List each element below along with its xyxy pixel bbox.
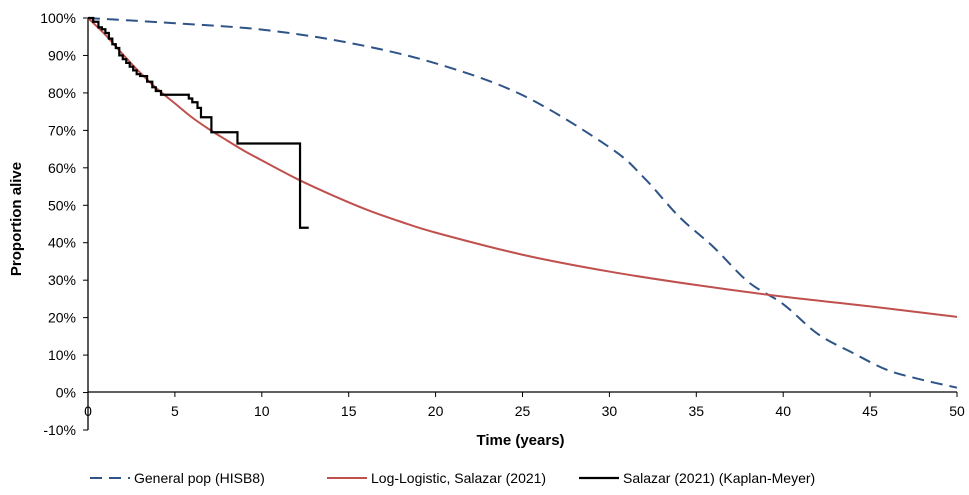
x-tick-label: 5 bbox=[171, 403, 179, 419]
y-tick-label: 0% bbox=[56, 385, 76, 401]
series-layer bbox=[87, 16, 958, 389]
x-axis-ticks: 05101520253035404550 bbox=[84, 392, 965, 419]
series-line-1 bbox=[87, 17, 958, 318]
x-tick-label: 45 bbox=[862, 403, 878, 419]
legend-label: General pop (HISB8) bbox=[134, 470, 265, 486]
x-tick-label: 35 bbox=[689, 403, 705, 419]
y-tick-label: 90% bbox=[48, 47, 76, 63]
x-tick-label: 25 bbox=[515, 403, 531, 419]
y-tick-label: 50% bbox=[48, 197, 76, 213]
y-tick-label: 10% bbox=[48, 347, 76, 363]
legend-label: Log-Logistic, Salazar (2021) bbox=[371, 470, 546, 486]
x-axis-title: Time (years) bbox=[476, 432, 564, 449]
y-tick-label: 20% bbox=[48, 310, 76, 326]
legend-label: Salazar (2021) (Kaplan-Meyer) bbox=[623, 470, 815, 486]
y-axis-ticks: -10% 0% 10% 20% 30% 40% 50% 60% 70% 80% 90% 100% bbox=[40, 10, 88, 438]
x-tick-label: 15 bbox=[341, 403, 357, 419]
x-tick-label: 10 bbox=[254, 403, 270, 419]
legend: General pop (HISB8) Log-Logistic, Salazar… bbox=[90, 470, 815, 486]
y-tick-label: 80% bbox=[48, 85, 76, 101]
x-tick-label: 50 bbox=[949, 403, 965, 419]
y-tick-label: 60% bbox=[48, 160, 76, 176]
y-tick-label: 30% bbox=[48, 272, 76, 288]
x-tick-label: 40 bbox=[775, 403, 791, 419]
y-tick-label: 100% bbox=[40, 10, 76, 26]
series-line-2 bbox=[88, 16, 309, 229]
y-tick-label: 70% bbox=[48, 122, 76, 138]
x-tick-label: 20 bbox=[428, 403, 444, 419]
x-tick-label: 30 bbox=[602, 403, 618, 419]
y-axis-title: Proportion alive bbox=[8, 162, 25, 276]
y-tick-label: 40% bbox=[48, 235, 76, 251]
y-tick-label: -10% bbox=[43, 422, 76, 438]
series-line-0 bbox=[87, 17, 958, 389]
